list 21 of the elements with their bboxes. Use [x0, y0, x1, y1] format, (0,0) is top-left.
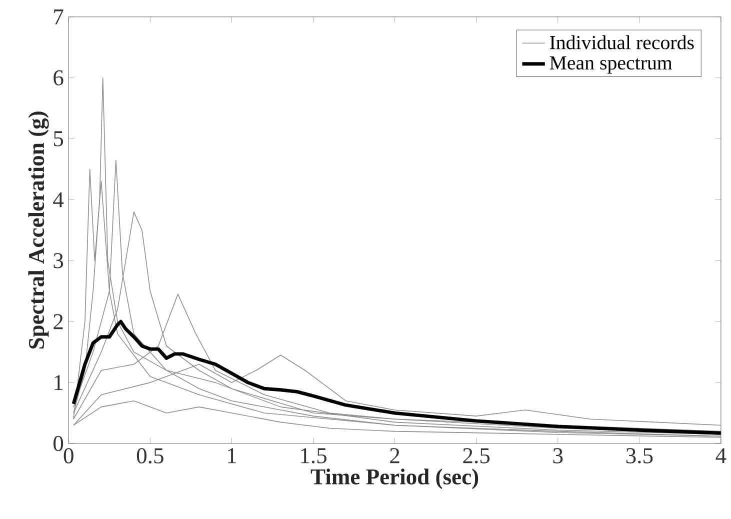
- y-axis-title: Spectral Acceleration (g): [28, 112, 49, 349]
- x-tick-label: 2.5: [463, 448, 490, 464]
- y-tick-label: 4: [53, 192, 64, 208]
- x-tick-label: 1: [228, 448, 236, 464]
- y-tick-label: 5: [54, 131, 64, 146]
- x-tick-label: 3.5: [626, 448, 653, 464]
- y-tick-label: 0: [54, 436, 64, 452]
- y-tick-label: 1: [54, 375, 63, 390]
- x-tick-label: 4: [716, 448, 726, 463]
- x-tick-label: 0: [64, 448, 74, 464]
- y-tick-label: 6: [54, 70, 64, 86]
- x-tick-label: 2: [390, 448, 400, 464]
- x-tick-label: 1.5: [301, 448, 326, 464]
- x-tick-label: 0.5: [136, 448, 164, 464]
- legend-label: Mean spectrum: [550, 56, 672, 74]
- y-tick-label: 3: [54, 253, 64, 268]
- legend-label: Individual records: [550, 35, 694, 50]
- y-tick-label: 7: [54, 9, 64, 24]
- x-axis-title: Time Period (sec): [310, 468, 478, 490]
- x-tick-label: 3: [553, 448, 563, 464]
- y-tick-label: 2: [54, 314, 63, 330]
